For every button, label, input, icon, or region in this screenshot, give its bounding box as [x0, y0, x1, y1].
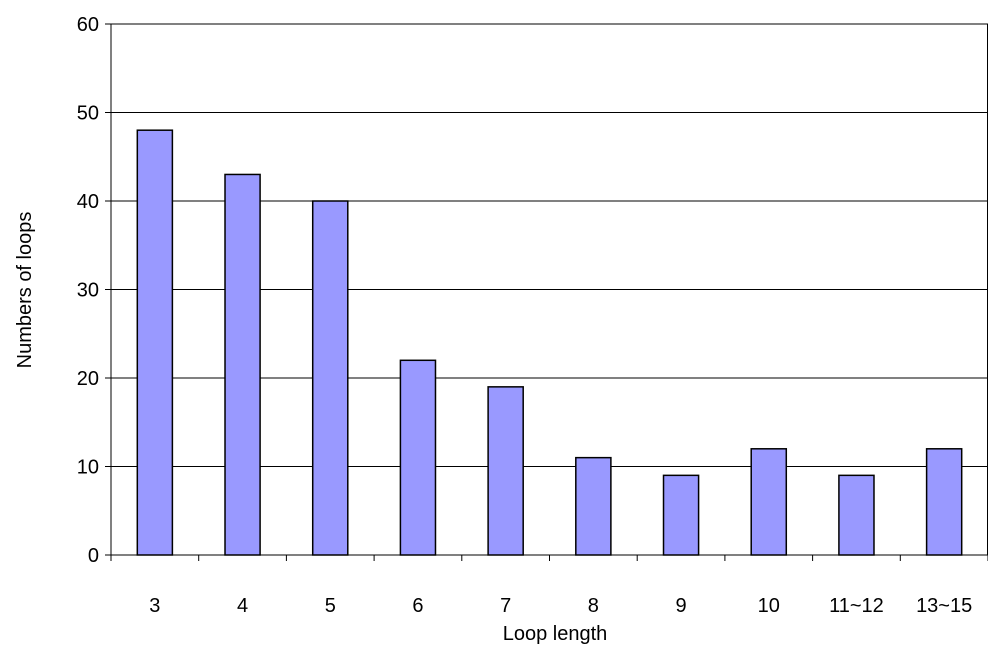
y-tick-label: 50 — [77, 103, 99, 125]
x-tick-label: 13~15 — [916, 595, 972, 617]
bar-3 — [136, 129, 174, 556]
y-axis-title: Numbers of loops — [14, 212, 36, 369]
bar-6 — [399, 359, 437, 556]
x-tick-label: 3 — [149, 595, 160, 617]
x-tick-label: 10 — [758, 595, 780, 617]
y-tick-label: 0 — [88, 545, 99, 567]
x-tick-label: 5 — [325, 595, 336, 617]
bar-7 — [487, 386, 524, 556]
y-tick-label: 20 — [77, 368, 99, 390]
bar-13~15 — [925, 448, 963, 556]
y-tick-label: 10 — [77, 457, 99, 479]
x-tick-label: 7 — [500, 595, 511, 617]
bar-8 — [575, 456, 612, 556]
bar-5 — [311, 200, 349, 556]
x-tick-label: 9 — [675, 595, 686, 617]
bar-4 — [224, 173, 261, 556]
bars — [136, 129, 963, 556]
y-tick-label: 30 — [77, 280, 99, 302]
x-tick-label: 4 — [237, 595, 248, 617]
bar-10 — [750, 448, 788, 556]
x-tick-label: 8 — [588, 595, 599, 617]
y-tick-label: 40 — [77, 191, 99, 213]
y-tick-label: 60 — [77, 14, 99, 36]
x-axis-title: Loop length — [503, 623, 608, 645]
x-tick-labels: 3 4 5 6 7 8 9 10 11~12 13~15 — [149, 595, 972, 617]
bar-9 — [662, 474, 700, 556]
x-tick-label: 6 — [412, 595, 423, 617]
y-tick-labels: 0 10 20 30 40 50 60 — [77, 14, 99, 567]
x-tick-label: 11~12 — [829, 595, 884, 617]
bar-11~12 — [838, 474, 875, 556]
